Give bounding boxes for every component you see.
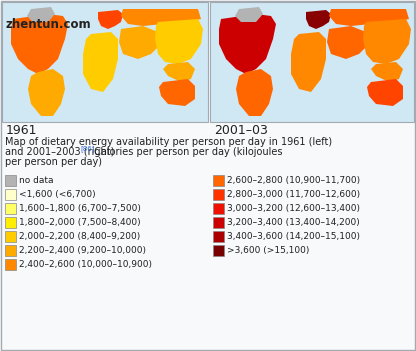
Bar [5,245,16,256]
Polygon shape [121,9,201,26]
Text: 2,400–2,600 (10,000–10,900): 2,400–2,600 (10,000–10,900) [19,260,152,269]
Bar [210,2,414,122]
Bar [5,231,16,242]
Text: [86]: [86] [80,146,95,152]
Polygon shape [98,10,123,29]
Bar [5,189,16,200]
Polygon shape [367,79,403,106]
Text: >3,600 (>15,100): >3,600 (>15,100) [227,246,310,255]
Text: 3,000–3,200 (12,600–13,400): 3,000–3,200 (12,600–13,400) [227,204,360,213]
Polygon shape [159,79,195,106]
Text: 1,600–1,800 (6,700–7,500): 1,600–1,800 (6,700–7,500) [19,204,141,213]
Text: Map of dietary energy availability per person per day in 1961 (left): Map of dietary energy availability per p… [5,137,332,147]
Text: 2,600–2,800 (10,900–11,700): 2,600–2,800 (10,900–11,700) [227,176,360,185]
Bar [213,231,224,242]
Text: Calories per person per day (kilojoules: Calories per person per day (kilojoules [91,147,283,157]
Bar [5,203,16,214]
Bar [213,175,224,186]
Text: no data: no data [19,176,54,185]
Text: 2,000–2,200 (8,400–9,200): 2,000–2,200 (8,400–9,200) [19,232,140,241]
Text: 2,800–3,000 (11,700–12,600): 2,800–3,000 (11,700–12,600) [227,190,360,199]
Text: 2,200–2,400 (9,200–10,000): 2,200–2,400 (9,200–10,000) [19,246,146,255]
Text: 3,200–3,400 (13,400–14,200): 3,200–3,400 (13,400–14,200) [227,218,360,227]
Text: and 2001–2003 (right): and 2001–2003 (right) [5,147,114,157]
Bar [213,245,224,256]
Bar [2,2,208,122]
Bar [5,259,16,270]
Text: zhentun.com: zhentun.com [6,18,92,31]
Polygon shape [235,7,263,22]
Polygon shape [306,10,331,29]
Text: 1961: 1961 [6,124,37,137]
Polygon shape [329,9,409,26]
Bar [5,175,16,186]
Polygon shape [28,69,65,116]
Bar [5,217,16,228]
Polygon shape [163,62,195,82]
Bar [213,217,224,228]
Polygon shape [236,69,273,116]
Bar [213,189,224,200]
Polygon shape [371,62,403,82]
Text: 2001–03: 2001–03 [214,124,268,137]
Text: 3,400–3,600 (14,200–15,100): 3,400–3,600 (14,200–15,100) [227,232,360,241]
Polygon shape [27,7,55,22]
Polygon shape [363,19,411,64]
Text: per person per day): per person per day) [5,157,102,167]
Bar [213,203,224,214]
Text: 1,800–2,000 (7,500–8,400): 1,800–2,000 (7,500–8,400) [19,218,141,227]
Polygon shape [11,14,68,74]
Polygon shape [155,19,203,64]
Polygon shape [327,26,369,59]
Polygon shape [83,32,118,92]
Text: <1,600 (<6,700): <1,600 (<6,700) [19,190,96,199]
Polygon shape [119,26,161,59]
Polygon shape [291,32,326,92]
Polygon shape [219,14,276,74]
